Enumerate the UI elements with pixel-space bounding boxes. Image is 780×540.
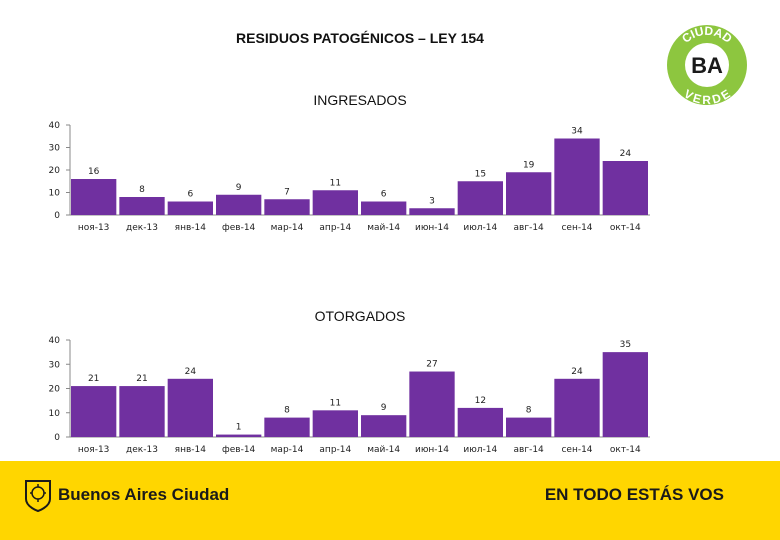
logo-center-text: BA [691, 53, 723, 78]
data-label: 8 [284, 406, 290, 416]
y-tick-label: 30 [49, 360, 61, 370]
y-tick-label: 40 [49, 121, 61, 131]
bar [167, 201, 213, 215]
data-label: 8 [139, 185, 145, 195]
bar [312, 410, 358, 437]
data-label: 21 [136, 374, 147, 384]
x-tick-label: июн-14 [415, 223, 449, 233]
bar [264, 417, 310, 437]
x-tick-label: апр-14 [319, 223, 351, 233]
bar [71, 386, 117, 437]
y-tick-label: 0 [54, 433, 60, 443]
chart-otorgados: 0 10 20 30 40 21 ноя-13 21 дек-13 24 янв-14 1 фев-14… [49, 336, 650, 455]
data-label: 24 [185, 367, 197, 377]
bar [264, 199, 310, 215]
bar [71, 179, 117, 215]
bar [506, 172, 552, 215]
bar [457, 407, 503, 437]
y-tick-label: 30 [49, 144, 61, 154]
data-label: 27 [426, 360, 437, 370]
data-label: 9 [236, 183, 242, 193]
bar [506, 417, 552, 437]
bar [602, 352, 648, 437]
footer-slogan-text: EN TODO ESTÁS VOS [544, 485, 724, 504]
data-label: 6 [187, 190, 193, 200]
x-tick-label: ноя-13 [78, 223, 110, 233]
x-tick-label: июл-14 [463, 445, 497, 455]
data-label: 11 [330, 178, 341, 188]
bar [602, 161, 648, 215]
svg-text:VERDE: VERDE [681, 87, 732, 107]
x-tick-label: окт-14 [610, 445, 641, 455]
x-tick-label: май-14 [367, 445, 400, 455]
x-tick-label: авг-14 [514, 223, 545, 233]
x-tick-label: фев-14 [222, 223, 256, 233]
x-tick-label: ноя-13 [78, 445, 110, 455]
y-tick-label: 10 [49, 189, 61, 199]
data-label: 1 [236, 423, 242, 433]
x-tick-label: янв-14 [175, 223, 207, 233]
x-tick-label: окт-14 [610, 223, 641, 233]
data-label: 19 [523, 160, 535, 170]
bar [167, 378, 213, 437]
footer-bar: Buenos Aires Ciudad EN TODO ESTÁS VOS [0, 461, 780, 540]
x-tick-label: мар-14 [271, 223, 304, 233]
data-label: 6 [381, 190, 387, 200]
bar [457, 181, 503, 215]
bar [361, 201, 407, 215]
bar [554, 378, 600, 437]
x-tick-label: апр-14 [319, 445, 351, 455]
bar [216, 194, 262, 215]
bar [119, 386, 165, 437]
bar [409, 371, 455, 437]
x-tick-label: сен-14 [561, 223, 592, 233]
city-seal-icon [25, 480, 51, 513]
data-label: 24 [571, 367, 583, 377]
data-label: 16 [88, 167, 100, 177]
data-label: 3 [429, 196, 435, 206]
bar [119, 197, 165, 215]
data-label: 7 [284, 187, 290, 197]
chart-ingresados: 0 10 20 30 40 16 ноя-13 8 дек-13 6 янв-14 9 фев-14 7 м… [49, 121, 650, 233]
y-tick-label: 20 [49, 166, 61, 176]
bar [312, 190, 358, 215]
y-tick-label: 10 [49, 409, 61, 419]
logo-bottom-text: VERDE [681, 87, 732, 107]
ciudad-verde-logo: CIUDAD VERDE BA [667, 24, 747, 107]
x-tick-label: июл-14 [463, 223, 497, 233]
x-tick-label: дек-13 [126, 445, 158, 455]
data-label: 12 [475, 396, 486, 406]
x-tick-label: май-14 [367, 223, 400, 233]
x-tick-label: июн-14 [415, 445, 449, 455]
bar [409, 208, 455, 215]
data-label: 11 [330, 398, 341, 408]
bar [216, 434, 262, 437]
footer-brand-text: Buenos Aires Ciudad [58, 485, 230, 504]
logo-inner [685, 43, 729, 87]
page-title: RESIDUOS PATOGÉNICOS – LEY 154 [236, 30, 484, 46]
data-label: 24 [620, 149, 632, 159]
chart-title-ingresados: INGRESADOS [313, 92, 407, 108]
y-tick-label: 20 [49, 385, 61, 395]
y-tick-label: 40 [49, 336, 61, 346]
x-tick-label: мар-14 [271, 445, 304, 455]
x-tick-label: авг-14 [514, 445, 545, 455]
x-tick-label: дек-13 [126, 223, 158, 233]
x-tick-label: сен-14 [561, 445, 592, 455]
data-label: 9 [381, 403, 387, 413]
bar [361, 415, 407, 437]
y-tick-label: 0 [54, 211, 60, 221]
x-tick-label: фев-14 [222, 445, 256, 455]
bar [554, 138, 600, 215]
data-label: 35 [620, 340, 631, 350]
chart-title-otorgados: OTORGADOS [314, 308, 406, 324]
data-label: 21 [88, 374, 99, 384]
data-label: 15 [475, 169, 486, 179]
x-tick-label: янв-14 [175, 445, 207, 455]
data-label: 8 [526, 406, 532, 416]
data-label: 34 [571, 127, 583, 137]
